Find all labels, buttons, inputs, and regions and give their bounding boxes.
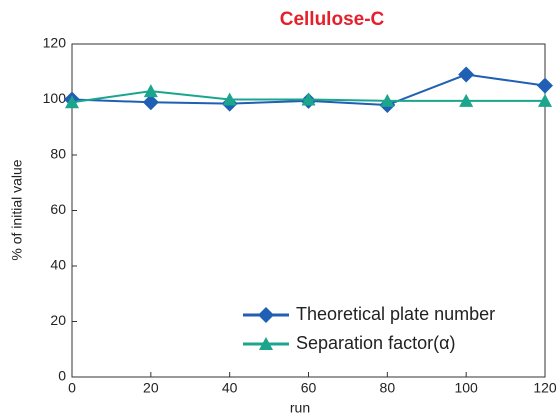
y-tick-label: 20: [50, 312, 66, 328]
x-tick-label: 40: [222, 380, 238, 396]
marker-triangle: [222, 92, 237, 106]
marker-triangle: [538, 93, 552, 107]
y-tick-label: 40: [50, 257, 66, 273]
y-tick-label: 80: [50, 146, 66, 162]
y-tick-label: 100: [43, 90, 67, 106]
marker-diamond: [458, 66, 475, 83]
marker-triangle: [380, 93, 395, 107]
x-axis-label: run: [290, 400, 310, 416]
marker-triangle: [65, 95, 79, 109]
x-tick-label: 80: [380, 380, 396, 396]
x-tick-label: 0: [68, 380, 76, 396]
legend-label: Separation factor(α): [296, 333, 455, 353]
x-tick-label: 100: [454, 380, 478, 396]
x-tick-label: 120: [533, 380, 557, 396]
y-tick-label: 120: [43, 35, 67, 51]
x-tick-label: 60: [301, 380, 317, 396]
y-axis-label: % of initial value: [9, 159, 25, 260]
marker-triangle: [459, 93, 474, 107]
y-tick-label: 60: [50, 201, 66, 217]
y-tick-label: 0: [58, 368, 66, 384]
x-tick-label: 20: [143, 380, 159, 396]
marker-triangle: [259, 337, 273, 350]
marker-triangle: [143, 84, 158, 98]
legend-label: Theoretical plate number: [296, 304, 495, 324]
marker-diamond: [142, 94, 159, 111]
marker-diamond: [258, 307, 274, 323]
chart-title: Cellulose-C: [280, 9, 385, 30]
marker-diamond: [537, 77, 553, 94]
marker-triangle: [301, 92, 316, 106]
